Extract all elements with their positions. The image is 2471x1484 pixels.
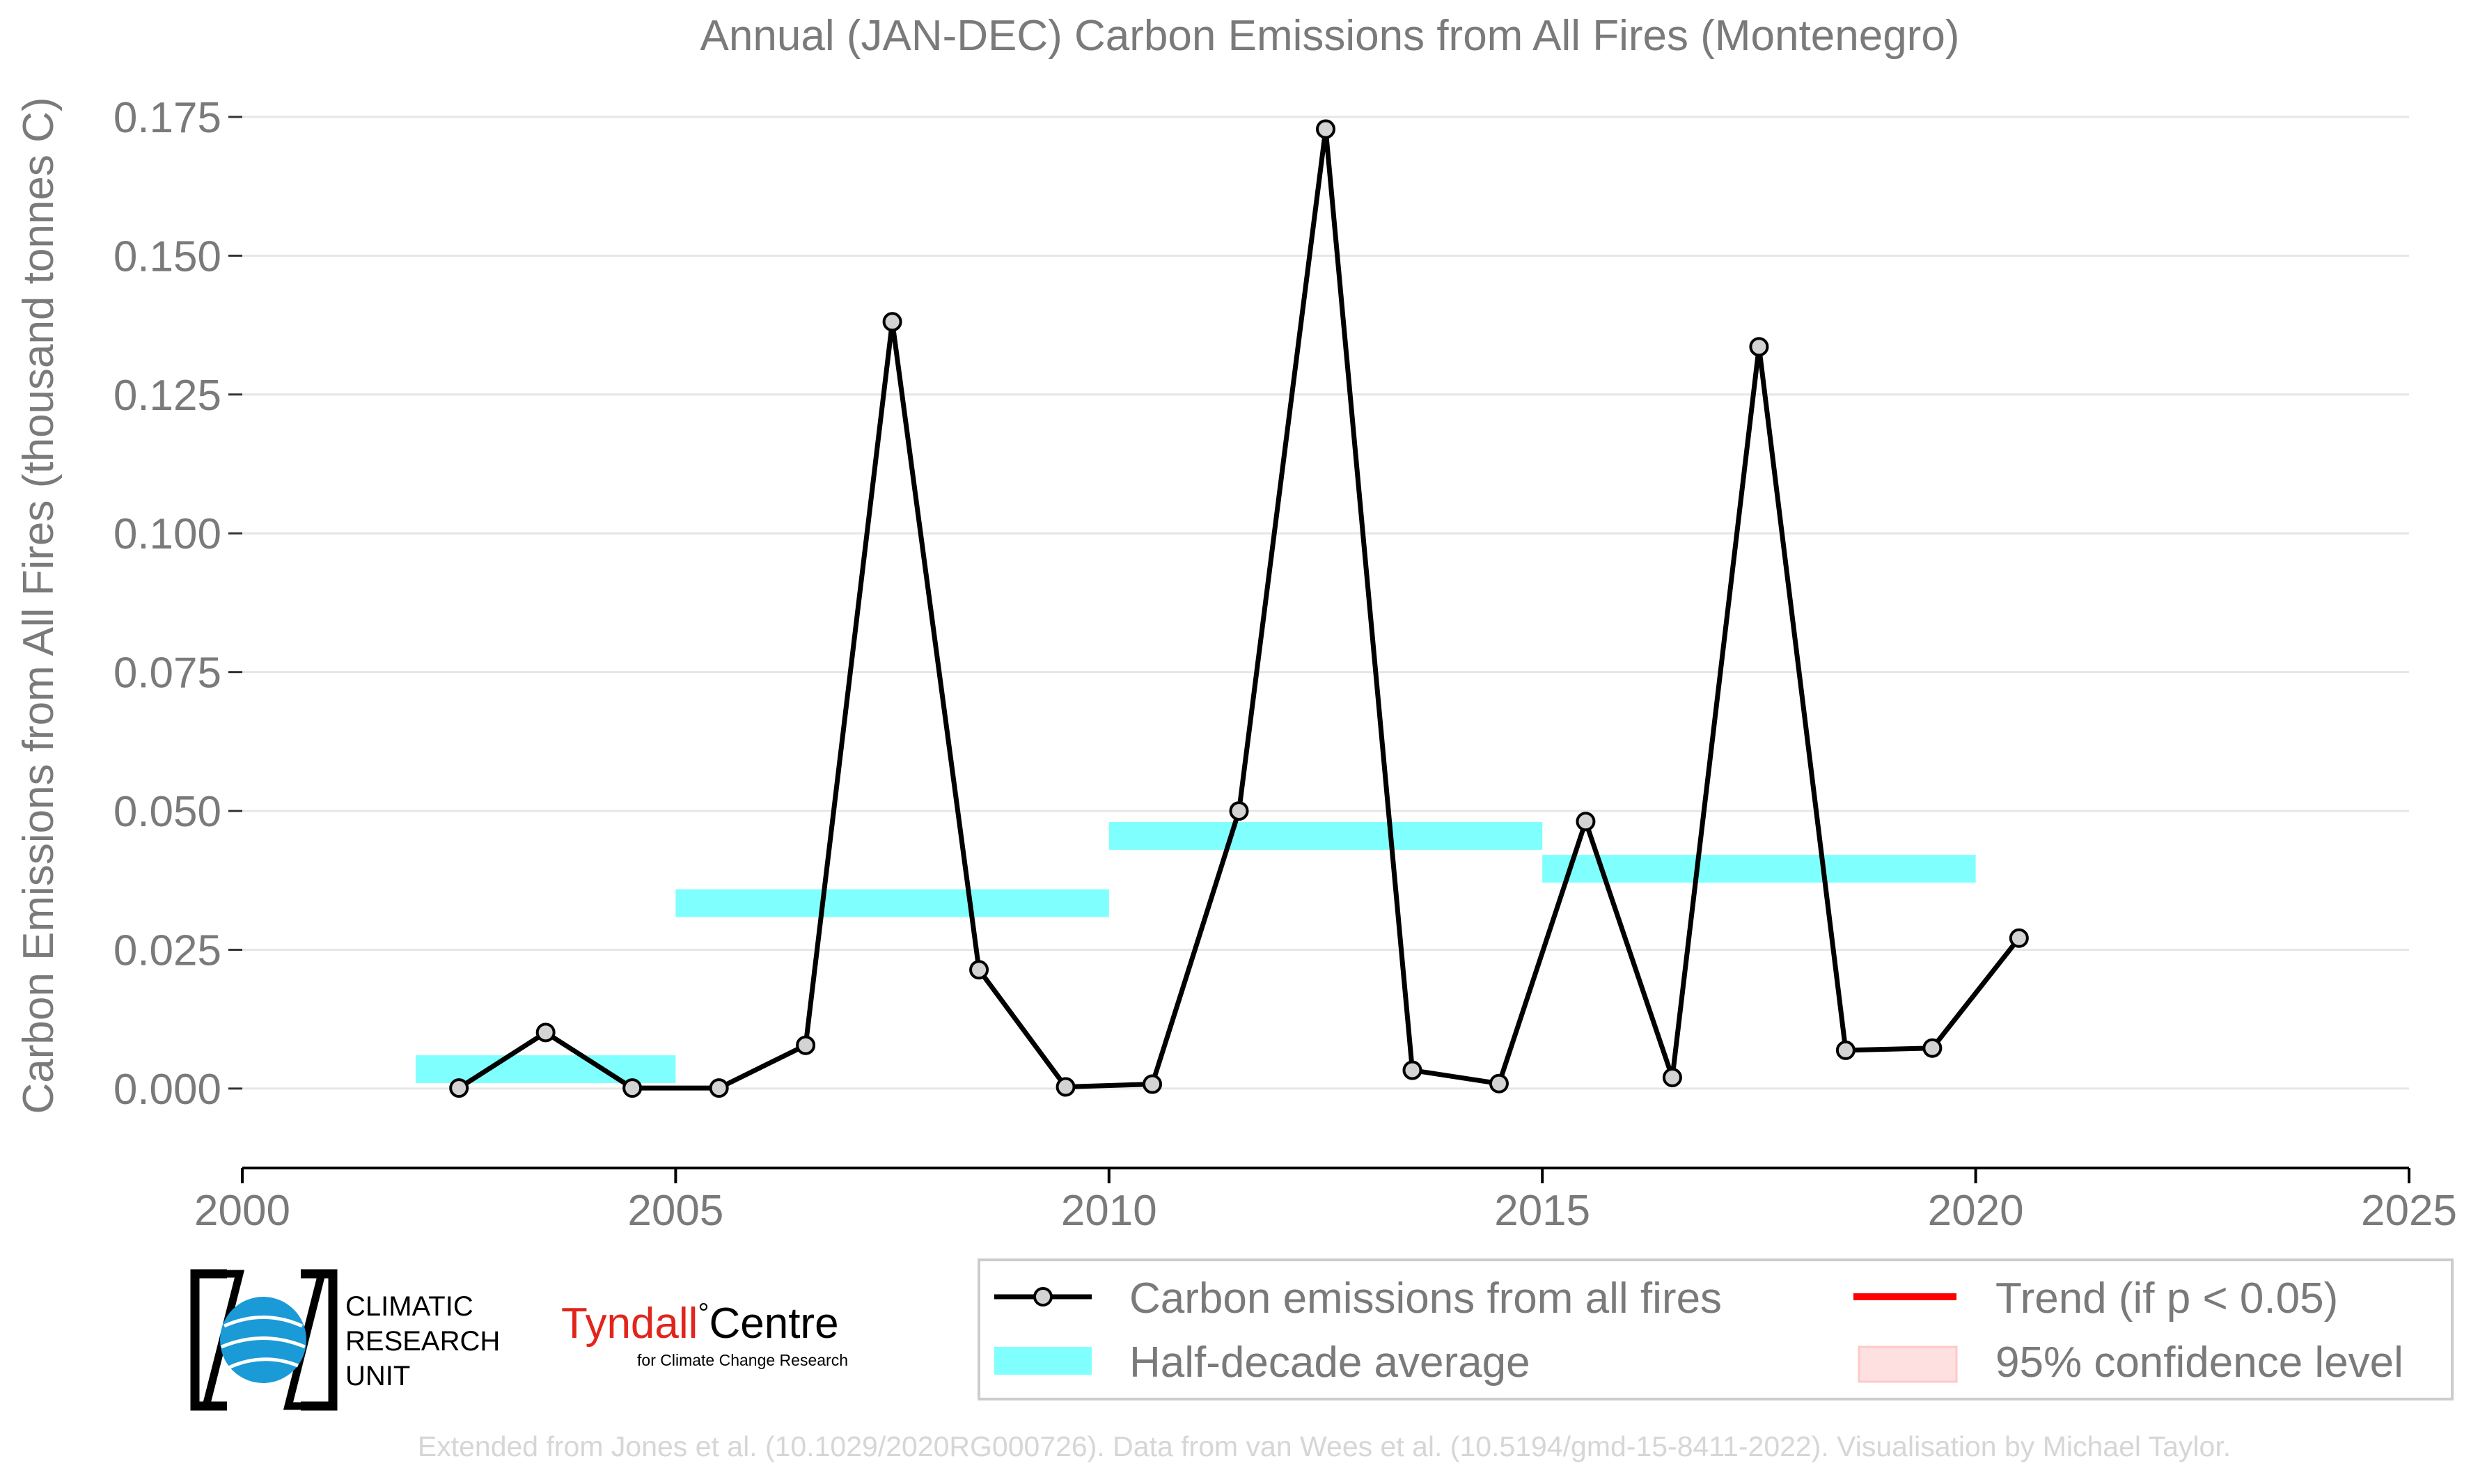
half-decade-band [1108,822,1543,850]
x-tick-label: 2000 [194,1187,290,1235]
data-point [1749,337,1769,357]
legend-item-series: Carbon emissions from all fires [994,1274,1722,1323]
gridlines: 0.000 0.025 0.050 0.075 0.100 0.125 0.150 0.175 [113,94,2409,1114]
legend: Carbon emissions from all fires Trend (i… [978,1258,2454,1400]
cru-logo-line-2: RESEARCH [345,1326,500,1357]
tyndall-logo-sub: for Climate Change Research [637,1351,848,1369]
half-decade-band [675,889,1109,917]
data-point [969,960,989,980]
legend-item-half-decade: Half-decade average [994,1339,1530,1387]
data-point [1922,1038,1943,1058]
series-line [457,127,2021,1091]
x-tick-label: 2005 [627,1187,723,1235]
y-tick-label: 0.000 [113,1066,221,1114]
data-point [1402,1060,1422,1080]
data-point [1576,812,1596,832]
tyndall-logo-degree: ° [698,1298,709,1329]
footer-credit: Extended from Jones et al. (10.1029/2020… [418,1430,2231,1462]
tyndall-logo: Tyndall°Centre for Climate Change Resear… [561,1298,848,1369]
svg-text:Tyndall°Centre: Tyndall°Centre [561,1298,839,1348]
x-tick-label: 2025 [2361,1187,2457,1235]
data-point [622,1078,643,1098]
data-point [1835,1040,1856,1060]
cru-logo-line-1: CLIMATIC [345,1291,473,1322]
data-point [1229,801,1249,821]
x-tick-label: 2020 [1928,1187,2024,1235]
data-point [796,1035,816,1055]
legend-label-series: Carbon emissions from all fires [1129,1274,1722,1323]
y-tick-label: 0.150 [113,232,221,281]
data-point [1489,1073,1509,1094]
data-point [1143,1074,1163,1094]
legend-item-confidence: 95% confidence level [1858,1339,2403,1387]
data-point [709,1078,729,1098]
y-tick-label: 0.050 [113,788,221,836]
y-tick-label: 0.075 [113,649,221,697]
y-tick-label: 0.025 [113,927,221,975]
half-decade-bands [415,822,1976,1083]
data-point [1316,119,1335,139]
tyndall-logo-centre: Centre [709,1300,838,1348]
y-tick-label: 0.175 [113,94,221,142]
legend-label-half-decade: Half-decade average [1129,1339,1530,1387]
cru-logo-line-3: UNIT [345,1361,410,1391]
data-point [449,1078,469,1098]
legend-frame [978,1258,2454,1400]
y-tick-label: 0.100 [113,510,221,558]
half-decade-band [1542,855,1976,883]
x-tick-label: 2015 [1494,1187,1590,1235]
data-point [535,1023,556,1043]
data-point [2009,928,2029,948]
series-markers [449,119,2029,1098]
legend-item-trend: Trend (if p < 0.05) [1853,1274,2338,1323]
data-point [1056,1077,1076,1097]
y-tick-label: 0.125 [113,372,221,420]
half-decade-band [415,1055,676,1083]
x-tick-label: 2010 [1061,1187,1157,1235]
x-axis: 2000 2005 2010 2015 2020 2025 [194,1167,2457,1235]
tyndall-logo-main: Tyndall [561,1300,698,1348]
chart-title: Annual (JAN-DEC) Carbon Emissions from A… [700,12,1960,60]
y-axis-label: Carbon Emissions from All Fires (thousan… [15,97,63,1114]
legend-label-trend: Trend (if p < 0.05) [1995,1274,2338,1323]
data-point [1662,1067,1682,1087]
legend-label-confidence: 95% confidence level [1995,1339,2403,1387]
series-line-layer [457,127,2021,1091]
cru-logo: CLIMATIC RESEARCH UNIT [190,1269,500,1411]
data-point [882,312,902,332]
